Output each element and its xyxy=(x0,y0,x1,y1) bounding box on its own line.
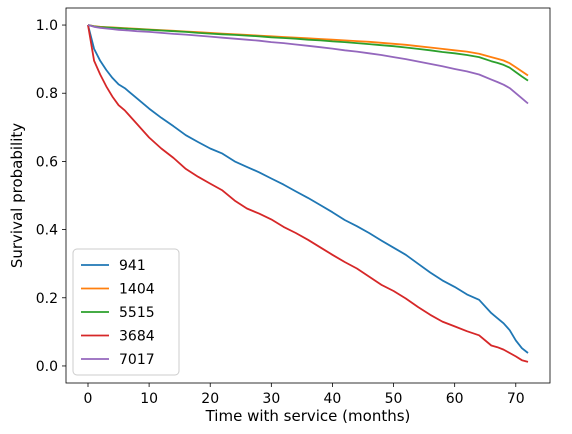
x-tick-label: 60 xyxy=(446,391,464,407)
legend-label: 941 xyxy=(119,258,146,274)
y-tick-label: 1.0 xyxy=(36,18,58,34)
series-line-5515 xyxy=(87,24,529,82)
plot-area xyxy=(87,24,529,363)
y-tick-label: 0.4 xyxy=(36,223,58,239)
legend-label: 3684 xyxy=(119,329,155,345)
series-line-7017 xyxy=(87,24,529,105)
legend-box xyxy=(72,248,180,376)
y-tick-label: 0.2 xyxy=(36,291,58,307)
x-tick-label: 70 xyxy=(507,391,525,407)
x-axis: 0 10 20 30 40 50 60 70 xyxy=(84,383,525,407)
x-tick-label: 20 xyxy=(201,391,219,407)
legend-label: 5515 xyxy=(119,305,155,321)
x-tick-label: 40 xyxy=(324,391,342,407)
y-axis: 0.0 0.2 0.4 0.6 0.8 1.0 xyxy=(36,18,66,375)
legend-label: 7017 xyxy=(119,352,155,368)
y-tick-label: 0.0 xyxy=(36,359,58,375)
x-tick-label: 10 xyxy=(140,391,158,407)
legend: 941 1404 5515 3684 7017 xyxy=(72,248,180,376)
axes-frame xyxy=(65,7,551,384)
x-tick-label: 0 xyxy=(84,391,93,407)
series-line-941 xyxy=(87,24,529,354)
legend-label: 1404 xyxy=(119,282,155,298)
y-tick-label: 0.8 xyxy=(36,86,58,102)
x-tick-label: 50 xyxy=(385,391,403,407)
x-axis-label: Time with service (months) xyxy=(205,407,411,425)
y-tick-label: 0.6 xyxy=(36,154,58,170)
series-line-3684 xyxy=(87,24,529,363)
y-axis-label: Survival probability xyxy=(8,123,26,268)
x-tick-label: 30 xyxy=(262,391,280,407)
